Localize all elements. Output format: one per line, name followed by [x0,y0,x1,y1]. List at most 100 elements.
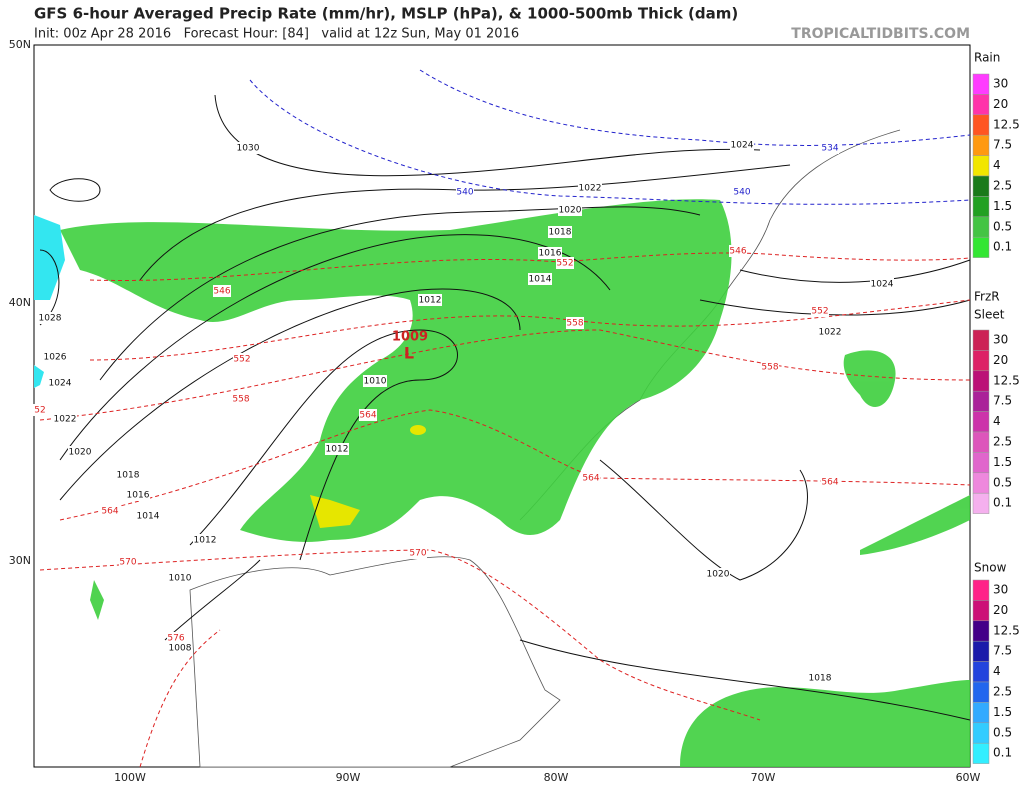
label-bg [363,375,387,387]
label-bg [558,204,582,216]
legend-level: 20 [993,603,1008,617]
label-bg [733,186,751,198]
thickness-label: 564 [821,478,838,488]
label-bg [528,273,552,285]
label-bg [359,409,377,421]
label-bg [818,326,842,338]
legend-level: 0.5 [993,219,1012,233]
label-bg [136,510,160,522]
legend-swatch [972,452,990,474]
thickness-label: 552 [233,355,250,365]
legend-swatch [972,350,990,372]
legend-level: 2.5 [993,435,1012,449]
legend-level: 0.1 [993,496,1012,510]
title: GFS 6-hour Averaged Precip Rate (mm/hr),… [34,5,738,23]
isobar [59,288,521,501]
label-bg [409,547,427,559]
legend-title: Snow [974,561,1007,575]
isobar-label: 1030 [237,144,260,154]
legend-swatch [972,175,990,197]
map-area: 1009 L 1030 10241022102010181016101410121… [31,44,971,768]
legend-swatch [972,579,990,601]
isobar-label: 1012 [194,536,217,546]
label-bg [167,632,185,644]
isobar-label: 1024 [871,280,894,290]
isobar-label: 1018 [809,674,832,684]
legend-level: 20 [993,97,1008,111]
thickness [249,79,971,205]
label-bg [119,556,137,568]
legend-level: 1.5 [993,455,1012,469]
legend-level: 4 [993,414,1001,428]
thickness-label: 52 [34,406,45,416]
legend-swatch [972,600,990,622]
label-bg [31,404,49,416]
legend-level: 4 [993,158,1001,172]
legend-swatch [972,702,990,724]
thickness-label: 558 [232,395,249,405]
label-bg [730,139,754,151]
thickness-label: 564 [582,474,599,484]
contour-labels: 1030 1024 1022 1020 1018 1016 1014 1012 1010 1028… [31,139,894,684]
legend-swatch [972,472,990,494]
legend-title: FrzR [974,290,1000,304]
legend-swatch [972,722,990,744]
legend: Rain 30 20 12.5 7.5 4 2.5 1.5 0.5 0.1 FrzR Sleet 30 2… [972,51,1020,764]
thickness [89,252,971,281]
axes: 50N 40N 30N 100W 90W 80W 70W 60W [9,38,981,784]
legend-swatch [972,620,990,642]
thickness-lines [39,252,971,768]
thickness-label: 534 [821,144,838,154]
lat-label: 50N [9,38,31,51]
lon-label: 70W [751,771,776,784]
thickness-label: 558 [566,319,583,329]
label-bg [418,294,442,306]
thickness-label: 570 [409,549,426,559]
legend-level: 7.5 [993,394,1012,408]
legend-level: 30 [993,333,1008,347]
precip-area [90,580,104,620]
lon-label: 90W [336,771,361,784]
thickness-label: 546 [729,247,746,257]
isobar [739,259,971,283]
thickness [39,329,971,421]
precip-area [680,680,970,767]
legend-level: 0.1 [993,746,1012,760]
legend-swatch [972,431,990,453]
label-bg [821,142,839,154]
subtitle: Init: 00z Apr 28 2016 Forecast Hour: [84… [34,27,519,42]
label-bg [48,377,72,389]
label-bg [101,505,119,517]
thickness-label: 558 [761,363,778,373]
lat-label: 40N [9,296,31,309]
label-bg [168,572,192,584]
snow-area [34,215,65,388]
label-bg [706,568,730,580]
legend-level: 7.5 [993,644,1012,658]
label-bg [456,186,474,198]
legend-swatch [972,94,990,116]
thickness-lines-blue [249,69,971,205]
isobar [189,329,458,561]
legend-title: Sleet [974,308,1005,322]
precip-area [860,495,970,555]
label-bg [126,489,150,501]
label-bg [38,312,62,324]
legend-level: 1.5 [993,705,1012,719]
legend-level: 0.1 [993,240,1012,254]
isobar-label: 1012 [326,445,349,455]
legend-level: 12.5 [993,623,1020,637]
isobar-label: 1018 [549,228,572,238]
thickness-label: 570 [119,558,136,568]
legend-level: 1.5 [993,199,1012,213]
label-bg [236,142,260,154]
isobar [49,178,101,202]
label-bg [168,642,192,654]
label-bg [566,317,584,329]
legend-swatch [972,742,990,764]
legend-swatch [972,134,990,156]
legend-swatch [972,114,990,136]
isobar-label: 1020 [559,206,582,216]
lon-label: 60W [956,771,981,784]
